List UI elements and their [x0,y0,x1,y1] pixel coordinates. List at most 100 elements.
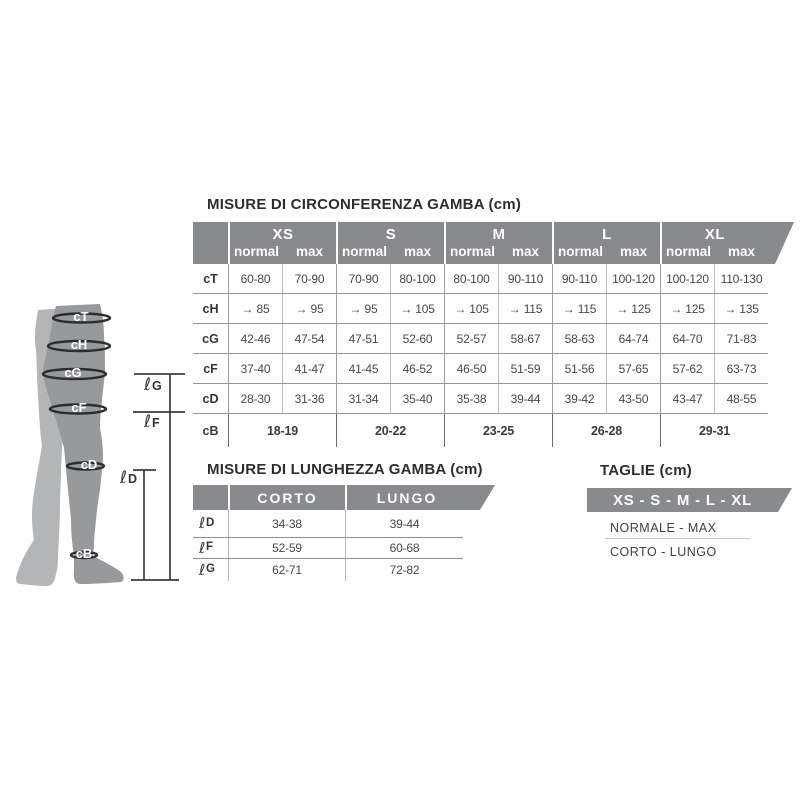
subheader-normal: normal [341,243,387,259]
value-cell: 80-100 [444,264,498,293]
value-cell: 57-65 [606,354,660,383]
subheader-normal: normal [557,243,603,259]
size-header-xl: XL [704,226,726,243]
table-row-cD: cD 28-30 31-36 31-34 35-40 35-38 39-44 3… [193,383,768,413]
value-cell: → 105 [444,294,498,323]
value-cell: → 125 [660,294,714,323]
value-cell: 39-44 [498,384,552,413]
marker-letter: G [152,379,162,393]
value-cell: 58-67 [498,324,552,353]
value-cell: → 125 [606,294,660,323]
size-header-xs: XS [272,226,294,243]
value-cell: 70-90 [282,264,336,293]
value-cell: 100-120 [660,264,714,293]
script-l: ℓ [120,468,128,488]
value-cell: 47-51 [336,324,390,353]
value-cell: 39-42 [552,384,606,413]
table-row-cH: cH → 85 → 95 → 95 → 105 → 105 → 115 → 11… [193,293,768,323]
value-cell: 37-40 [228,354,282,383]
length-table-title: MISURE DI LUNGHEZZA GAMBA (cm) [207,461,483,478]
value-cell: 64-70 [660,324,714,353]
value-cell: 58-63 [552,324,606,353]
leg-diagram: cT cH cG cF cD cB [16,304,185,586]
leg-point-label-cF: cF [71,400,86,415]
value-cell: → 105 [390,294,444,323]
script-l: ℓ [199,560,205,579]
value-cell: 52-60 [390,324,444,353]
value-cell: 47-54 [282,324,336,353]
value-cell: 64-74 [606,324,660,353]
value-cell: 70-90 [336,264,390,293]
circumference-table-body: cT 60-80 70-90 70-90 80-100 80-100 90-11… [193,264,768,447]
script-l: ℓ [199,514,205,532]
row-label: cD [202,391,219,406]
value-cell: 100-120 [606,264,660,293]
row-letter: G [206,563,215,576]
size-group-m: M normal max [444,222,552,264]
subheader-normal: normal [665,243,711,259]
divider-line [605,538,750,539]
leg-point-label-cH: cH [71,337,88,352]
value-cell: 46-52 [390,354,444,383]
value-cell: 71-83 [714,324,768,353]
row-letter: D [206,516,215,529]
span-value-cell: 23-25 [444,414,552,447]
leg-point-label-cG: cG [64,365,81,380]
value-cell: 90-110 [498,264,552,293]
span-value-cell: 26-28 [552,414,660,447]
value-cell: 60-68 [345,538,463,558]
value-cell: 52-59 [228,538,345,558]
table-row-cT: cT 60-80 70-90 70-90 80-100 80-100 90-11… [193,264,768,293]
span-value-cell: 29-31 [660,414,768,447]
value-cell: 41-47 [282,354,336,383]
leg-point-label-cT: cT [73,309,88,324]
script-l: ℓ [144,412,152,432]
value-cell: → 135 [714,294,768,323]
size-header-m: M [492,226,506,243]
leg-point-label-cB: cB [76,546,93,561]
length-table-header: CORTO LUNGO [193,485,495,510]
value-cell: 35-40 [390,384,444,413]
row-label: cG [202,331,219,346]
band-cG [41,367,108,381]
value-cell: 63-73 [714,354,768,383]
size-header-s: S [385,226,397,243]
value-cell: 51-56 [552,354,606,383]
span-value-cell: 20-22 [336,414,444,447]
value-cell: 34-38 [228,510,345,537]
row-label: cF [203,361,218,376]
row-letter: F [206,541,213,554]
value-cell: 31-36 [282,384,336,413]
marker-letter: F [152,416,160,430]
value-cell: 62-71 [228,559,345,581]
subheader-max: max [295,243,324,259]
value-cell: 39-44 [345,510,463,537]
subheader-max: max [727,243,756,259]
value-cell: 48-55 [714,384,768,413]
header-corner-cell [193,222,228,264]
band-cB [69,550,99,560]
row-label: cH [202,301,219,316]
fit-options-text: NORMALE - MAX [610,521,717,535]
value-cell: 46-50 [444,354,498,383]
length-measure-lines [131,373,185,581]
value-cell: 57-62 [660,354,714,383]
subheader-normal: normal [449,243,495,259]
row-label: cB [202,423,219,438]
leg-point-label-cD: cD [81,457,98,472]
value-cell: 43-50 [606,384,660,413]
subheader-max: max [403,243,432,259]
measurement-band-ellipses [41,312,112,560]
value-cell: 41-45 [336,354,390,383]
size-header-l: L [602,226,612,243]
marker-letter: D [128,472,138,486]
table-row-cG: cG 42-46 47-54 47-51 52-60 52-57 58-67 5… [193,323,768,353]
band-cT [51,312,112,324]
